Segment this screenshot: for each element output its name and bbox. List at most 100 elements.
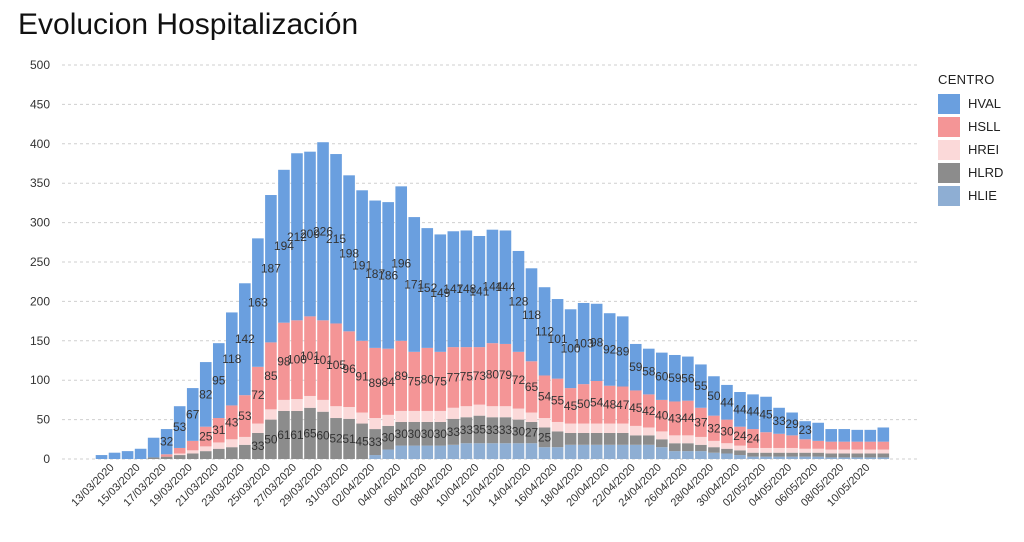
bar-hval xyxy=(95,455,108,459)
bar-hsll xyxy=(473,347,486,405)
bar-hval xyxy=(499,230,512,344)
bar-hsll xyxy=(525,361,538,413)
data-label-hsll: 75 xyxy=(460,370,474,384)
bar-hrei xyxy=(226,439,238,448)
data-label-hsll: 50 xyxy=(577,397,591,411)
bar-hlrd xyxy=(564,432,577,445)
data-label-hsll: 101 xyxy=(300,349,320,363)
data-label-hval: 60 xyxy=(655,369,669,383)
bar-hlie xyxy=(695,451,707,459)
bar-hsll xyxy=(616,386,629,424)
data-label-hsll: 54 xyxy=(538,390,552,404)
bar-hsll xyxy=(721,419,733,444)
data-label-hval: 45 xyxy=(759,407,773,421)
bar-hrei xyxy=(356,412,368,424)
bar-hlie xyxy=(721,453,733,459)
bar-hlrd xyxy=(434,421,447,446)
data-label-hval: 198 xyxy=(339,246,359,260)
bar-hsll xyxy=(395,340,408,411)
legend-items: HVAL HSLL HREI HLRD HLIE xyxy=(938,93,1003,206)
data-label-hlrd: 65 xyxy=(303,426,317,440)
bar-hlie xyxy=(864,457,877,459)
bar-hval xyxy=(669,354,681,402)
data-label-hval: 50 xyxy=(707,389,721,403)
bar-hlrd xyxy=(278,410,290,459)
data-label-hlrd: 33 xyxy=(368,435,382,449)
data-label-hval: 32 xyxy=(160,435,174,449)
bar-hlrd xyxy=(656,439,668,448)
bar-hlie xyxy=(877,457,890,459)
legend-item-hlie: HLIE xyxy=(938,185,1003,206)
bar-hrei xyxy=(369,418,381,430)
bar-hrei xyxy=(317,399,329,412)
bar-hlie xyxy=(577,444,590,459)
bar-hlie xyxy=(760,456,772,459)
bar-hrei xyxy=(708,440,720,448)
data-label-hval: 67 xyxy=(186,407,200,421)
bar-hlrd xyxy=(877,453,890,458)
legend-item-hsll: HSLL xyxy=(938,116,1003,137)
data-label-hval: 89 xyxy=(616,344,630,358)
data-label-hsll: 54 xyxy=(590,395,604,409)
bar-hval xyxy=(343,175,355,332)
bar-hlie xyxy=(421,445,434,459)
bar-hsll xyxy=(577,384,590,424)
bar-hsll xyxy=(317,320,329,400)
data-label-hsll: 30 xyxy=(720,424,734,438)
y-tick-label: 400 xyxy=(30,137,50,151)
bar-hlrd xyxy=(551,431,564,448)
bar-hlie xyxy=(538,447,551,459)
bar-hval xyxy=(134,448,147,459)
bar-hval xyxy=(864,429,877,442)
data-label-hval: 194 xyxy=(274,239,294,253)
data-label-hval: 118 xyxy=(222,352,241,366)
legend-item-hval: HVAL xyxy=(938,93,1003,114)
data-label-hsll: 48 xyxy=(603,398,617,412)
bar-hlrd xyxy=(695,444,707,452)
bar-hlrd xyxy=(369,429,381,456)
bar-hlrd xyxy=(616,432,629,445)
bar-hlrd xyxy=(343,418,355,459)
bar-hsll xyxy=(747,429,759,448)
data-label-hlrd: 30 xyxy=(408,427,422,441)
x-axis: 13/03/202015/03/202017/03/202019/03/2020… xyxy=(69,462,872,509)
bar-hlrd xyxy=(395,421,408,446)
data-label-hlrd: 30 xyxy=(395,427,409,441)
legend-swatch xyxy=(938,162,960,183)
bar-hlrd xyxy=(499,417,512,444)
bar-hlrd xyxy=(734,450,746,456)
bar-hval xyxy=(590,303,603,381)
bar-hlie xyxy=(551,447,564,459)
bar-hval xyxy=(447,231,460,348)
data-label-hval: 147 xyxy=(443,282,463,296)
y-tick-label: 150 xyxy=(30,334,50,348)
bar-hval xyxy=(460,230,473,348)
bar-hrei xyxy=(864,449,877,454)
data-label-hval: 95 xyxy=(212,374,226,388)
bar-hval xyxy=(421,228,434,348)
bar-hrei xyxy=(838,449,851,454)
data-label-hval: 144 xyxy=(495,280,515,294)
legend-label: HLRD xyxy=(968,165,1004,180)
data-label-hval: 103 xyxy=(574,337,594,351)
bar-hlie xyxy=(460,443,473,459)
bar-hval xyxy=(642,348,655,395)
data-label-hval: 144 xyxy=(482,279,502,293)
bar-hlrd xyxy=(603,432,616,445)
bar-hval xyxy=(473,235,486,348)
bar-hval xyxy=(747,394,759,430)
bar-hlrd xyxy=(864,453,877,458)
bar-hlrd xyxy=(382,425,394,450)
bar-hrei xyxy=(186,450,199,454)
y-tick-label: 100 xyxy=(30,373,50,387)
bar-hval xyxy=(564,309,577,389)
bar-hsll xyxy=(226,405,238,440)
bar-hsll xyxy=(460,347,473,407)
data-label-hlrd: 51 xyxy=(342,432,356,446)
data-label-hval: 56 xyxy=(681,372,695,386)
bar-hval xyxy=(708,376,720,416)
bar-hval xyxy=(395,186,408,341)
data-label-hval: 100 xyxy=(561,342,581,356)
bar-hlrd xyxy=(356,423,368,459)
